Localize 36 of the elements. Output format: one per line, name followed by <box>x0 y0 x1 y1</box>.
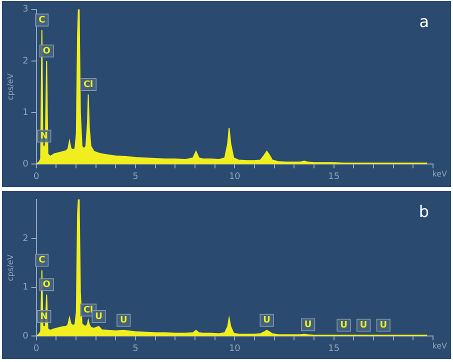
annotation: C <box>38 256 46 266</box>
x-tick-label: 5 <box>132 344 138 354</box>
annotation: N <box>40 131 48 142</box>
y-tick-label: 2 <box>22 234 28 244</box>
annotation: O <box>42 280 51 290</box>
x-tick-label: 0 <box>33 172 40 182</box>
y-axis-title: cps/eV <box>6 72 15 100</box>
x-tick-label: 5 <box>132 172 138 182</box>
x-axis-title: keV <box>432 169 448 178</box>
x-tick-label: 10 <box>228 344 241 354</box>
y-tick-label: 3 <box>22 4 28 15</box>
annotation: N <box>40 312 48 322</box>
x-tick-label: 15 <box>328 344 340 354</box>
annotation: U <box>120 316 128 326</box>
annotation: U <box>263 316 270 326</box>
annotation: U <box>380 320 388 331</box>
y-tick-label: 0 <box>22 160 29 170</box>
annotation: U <box>304 320 312 330</box>
x-tick-label: 15 <box>328 172 340 182</box>
annotation: O <box>42 46 51 56</box>
chart-title: b <box>418 202 429 222</box>
annotation: C <box>38 15 46 26</box>
annotation: U <box>360 320 368 331</box>
chart-title: a <box>419 12 429 32</box>
y-tick-label: 1 <box>22 108 28 118</box>
y-tick-label: 2 <box>22 56 28 66</box>
y-axis-title: cps/eV <box>6 254 15 282</box>
annotation: U <box>340 320 348 331</box>
y-tick-label: 0 <box>22 332 29 342</box>
x-tick-label: 10 <box>228 172 241 182</box>
x-tick-label: 0 <box>33 344 40 354</box>
annotation: U <box>95 312 102 322</box>
annotation: Cl <box>83 305 94 316</box>
y-tick-label: 1 <box>22 282 28 293</box>
x-axis-title: keV <box>432 341 448 350</box>
annotation: Cl <box>83 80 94 90</box>
